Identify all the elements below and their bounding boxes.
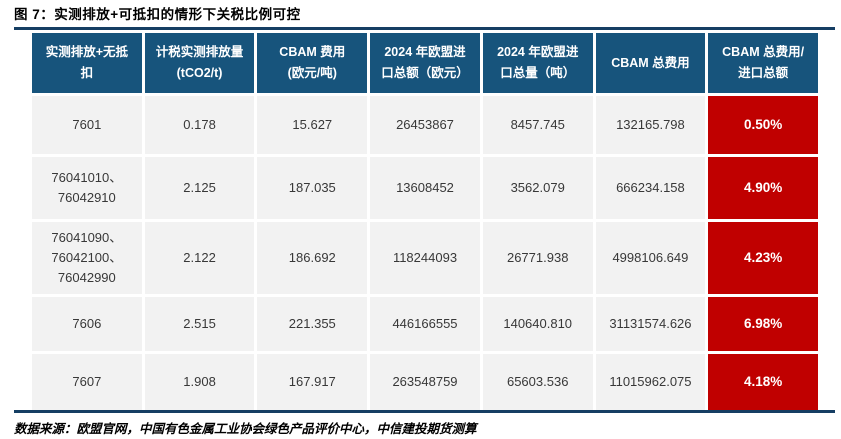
- header-line: 实测排放+无抵: [45, 45, 128, 59]
- header-line: 计税实测排放量: [155, 45, 244, 59]
- table-row: 7601 0.178 15.627 26453867 8457.745 1321…: [32, 96, 818, 154]
- page-title: 图 7：实测排放+可抵扣的情形下关税比例可控: [14, 7, 301, 22]
- import-value-cell: 26453867: [370, 96, 480, 154]
- cbam-fee-cell: 167.917: [257, 354, 368, 410]
- header-line: (欧元/吨): [287, 66, 337, 80]
- hs-code-cell: 7601: [32, 96, 142, 154]
- header-row: 实测排放+无抵 扣 计税实测排放量 (tCO2/t) CBAM 费用 (欧元/吨…: [32, 33, 818, 93]
- import-value-cell: 13608452: [370, 157, 480, 219]
- header-line: CBAM 费用: [279, 45, 346, 59]
- import-volume-cell: 3562.079: [482, 157, 593, 219]
- table-row: 7607 1.908 167.917 263548759 65603.536 1…: [32, 354, 818, 410]
- cbam-fee-cell: 187.035: [257, 157, 368, 219]
- top-divider: [14, 27, 835, 30]
- hs-code-cell: 76041090、 76042100、 76042990: [32, 222, 142, 294]
- import-value-cell: 446166555: [370, 297, 480, 351]
- header-line: 2024 年欧盟进: [497, 45, 579, 59]
- fee-ratio-cell: 6.98%: [708, 297, 818, 351]
- col-header-taxed-emission: 计税实测排放量 (tCO2/t): [144, 33, 255, 93]
- col-header-emission-scenario: 实测排放+无抵 扣: [32, 33, 142, 93]
- header-line: 2024 年欧盟进: [384, 45, 466, 59]
- cbam-total-fee-cell: 11015962.075: [595, 354, 706, 410]
- fee-ratio-cell: 4.90%: [708, 157, 818, 219]
- hs-code-line: 76042100、: [51, 250, 123, 265]
- col-header-eu-import-value: 2024 年欧盟进 口总额（欧元）: [370, 33, 480, 93]
- bottom-divider: [14, 410, 835, 413]
- taxed-emission-cell: 2.122: [144, 222, 255, 294]
- import-volume-cell: 65603.536: [482, 354, 593, 410]
- cbam-total-fee-cell: 4998106.649: [595, 222, 706, 294]
- cbam-fee-cell: 186.692: [257, 222, 368, 294]
- table-row: 76041010、 76042910 2.125 187.035 1360845…: [32, 157, 818, 219]
- header-line: 扣: [80, 66, 94, 80]
- header-line: 口总量（吨）: [500, 66, 576, 80]
- data-source-note: 数据来源：欧盟官网，中国有色金属工业协会绿色产品评价中心，中信建投期货测算: [14, 422, 477, 436]
- import-volume-cell: 140640.810: [482, 297, 593, 351]
- report-figure: 图 7：实测排放+可抵扣的情形下关税比例可控 实测排放+无抵 扣 计税实测排放量…: [0, 6, 841, 439]
- taxed-emission-cell: 2.515: [144, 297, 255, 351]
- cbam-total-fee-cell: 666234.158: [595, 157, 706, 219]
- hs-code-line: 76041090、: [51, 230, 123, 245]
- cbam-total-fee-cell: 132165.798: [595, 96, 706, 154]
- col-header-cbam-fee: CBAM 费用 (欧元/吨): [257, 33, 368, 93]
- import-volume-cell: 26771.938: [482, 222, 593, 294]
- import-value-cell: 263548759: [370, 354, 480, 410]
- hs-code-cell: 7607: [32, 354, 142, 410]
- hs-code-line: 7601: [72, 117, 102, 132]
- cbam-total-fee-cell: 31131574.626: [595, 297, 706, 351]
- taxed-emission-cell: 0.178: [144, 96, 255, 154]
- hs-code-cell: 76041010、 76042910: [32, 157, 142, 219]
- hs-code-line: 76042910: [57, 190, 116, 205]
- cbam-fee-cell: 15.627: [257, 96, 368, 154]
- data-table: 实测排放+无抵 扣 计税实测排放量 (tCO2/t) CBAM 费用 (欧元/吨…: [32, 33, 818, 410]
- fee-ratio-cell: 4.18%: [708, 354, 818, 410]
- taxed-emission-cell: 1.908: [144, 354, 255, 410]
- header-line: CBAM 总费用/: [722, 45, 805, 59]
- table-row: 76041090、 76042100、 76042990 2.122 186.6…: [32, 222, 818, 294]
- col-header-eu-import-volume: 2024 年欧盟进 口总量（吨）: [482, 33, 593, 93]
- hs-code-cell: 7606: [32, 297, 142, 351]
- hs-code-line: 76042990: [57, 270, 116, 285]
- header-line: CBAM 总费用: [611, 55, 690, 70]
- header-line: (tCO2/t): [176, 66, 223, 80]
- col-header-fee-ratio: CBAM 总费用/ 进口总额: [708, 33, 818, 93]
- import-value-cell: 118244093: [370, 222, 480, 294]
- fee-ratio-cell: 0.50%: [708, 96, 818, 154]
- header-line: 口总额（欧元）: [381, 66, 469, 80]
- fee-ratio-cell: 4.23%: [708, 222, 818, 294]
- hs-code-line: 76041010、: [51, 170, 123, 185]
- col-header-cbam-total-fee: CBAM 总费用: [595, 33, 706, 93]
- header-line: 进口总额: [738, 66, 789, 80]
- hs-code-line: 7606: [72, 316, 102, 331]
- hs-code-line: 7607: [72, 374, 102, 389]
- table-row: 7606 2.515 221.355 446166555 140640.810 …: [32, 297, 818, 351]
- cbam-fee-cell: 221.355: [257, 297, 368, 351]
- taxed-emission-cell: 2.125: [144, 157, 255, 219]
- import-volume-cell: 8457.745: [482, 96, 593, 154]
